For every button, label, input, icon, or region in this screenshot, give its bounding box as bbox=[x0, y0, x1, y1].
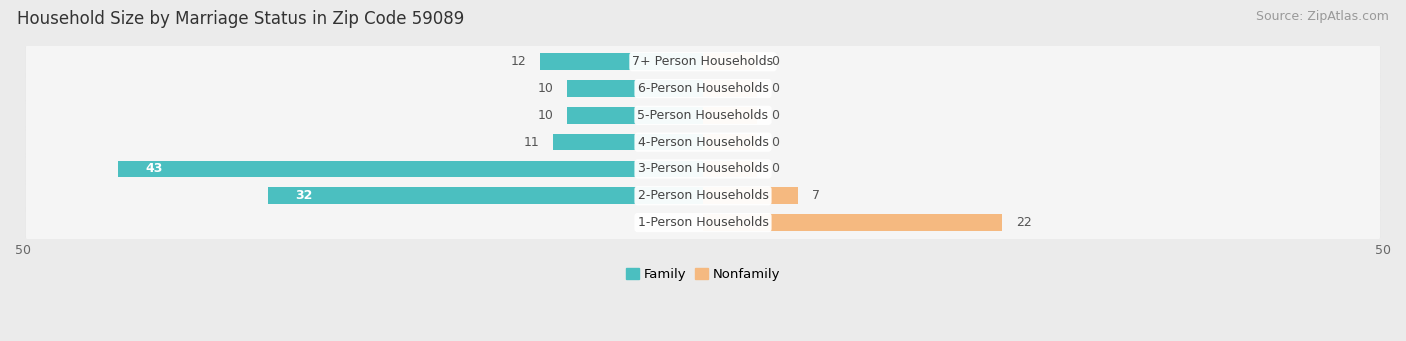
Bar bbox=[703, 134, 758, 150]
Bar bbox=[554, 134, 703, 150]
Text: 6-Person Households: 6-Person Households bbox=[637, 82, 769, 95]
Text: 0: 0 bbox=[770, 136, 779, 149]
Text: 12: 12 bbox=[510, 55, 526, 68]
FancyBboxPatch shape bbox=[25, 176, 1381, 216]
Text: 10: 10 bbox=[537, 109, 554, 122]
FancyBboxPatch shape bbox=[25, 149, 1381, 189]
Bar bbox=[703, 188, 799, 204]
Text: 11: 11 bbox=[524, 136, 540, 149]
FancyBboxPatch shape bbox=[25, 42, 1381, 82]
Bar bbox=[267, 188, 703, 204]
Legend: Family, Nonfamily: Family, Nonfamily bbox=[620, 263, 786, 286]
Text: 1-Person Households: 1-Person Households bbox=[637, 216, 769, 229]
Text: 7: 7 bbox=[811, 189, 820, 202]
FancyBboxPatch shape bbox=[25, 41, 1381, 82]
Bar bbox=[703, 107, 758, 124]
Bar bbox=[118, 161, 703, 177]
Bar bbox=[567, 80, 703, 97]
Text: 10: 10 bbox=[537, 82, 554, 95]
FancyBboxPatch shape bbox=[25, 122, 1381, 162]
Text: 7+ Person Households: 7+ Person Households bbox=[633, 55, 773, 68]
Bar bbox=[703, 214, 1002, 231]
Text: 0: 0 bbox=[770, 55, 779, 68]
FancyBboxPatch shape bbox=[25, 95, 1381, 136]
Text: 22: 22 bbox=[1015, 216, 1032, 229]
Text: 43: 43 bbox=[145, 162, 163, 176]
Text: Source: ZipAtlas.com: Source: ZipAtlas.com bbox=[1256, 10, 1389, 23]
FancyBboxPatch shape bbox=[25, 69, 1381, 108]
FancyBboxPatch shape bbox=[25, 149, 1381, 189]
Text: 4-Person Households: 4-Person Households bbox=[637, 136, 769, 149]
Text: 0: 0 bbox=[770, 82, 779, 95]
FancyBboxPatch shape bbox=[25, 122, 1381, 163]
FancyBboxPatch shape bbox=[25, 95, 1381, 135]
Bar bbox=[567, 107, 703, 124]
FancyBboxPatch shape bbox=[25, 175, 1381, 216]
Text: Household Size by Marriage Status in Zip Code 59089: Household Size by Marriage Status in Zip… bbox=[17, 10, 464, 28]
FancyBboxPatch shape bbox=[25, 203, 1381, 242]
Text: 32: 32 bbox=[295, 189, 312, 202]
FancyBboxPatch shape bbox=[25, 68, 1381, 109]
Text: 2-Person Households: 2-Person Households bbox=[637, 189, 769, 202]
FancyBboxPatch shape bbox=[25, 202, 1381, 243]
Bar bbox=[703, 80, 758, 97]
Text: 5-Person Households: 5-Person Households bbox=[637, 109, 769, 122]
Bar bbox=[703, 161, 758, 177]
Text: 3-Person Households: 3-Person Households bbox=[637, 162, 769, 176]
Text: 0: 0 bbox=[770, 162, 779, 176]
Bar bbox=[540, 54, 703, 70]
Bar bbox=[703, 54, 758, 70]
Text: 0: 0 bbox=[770, 109, 779, 122]
